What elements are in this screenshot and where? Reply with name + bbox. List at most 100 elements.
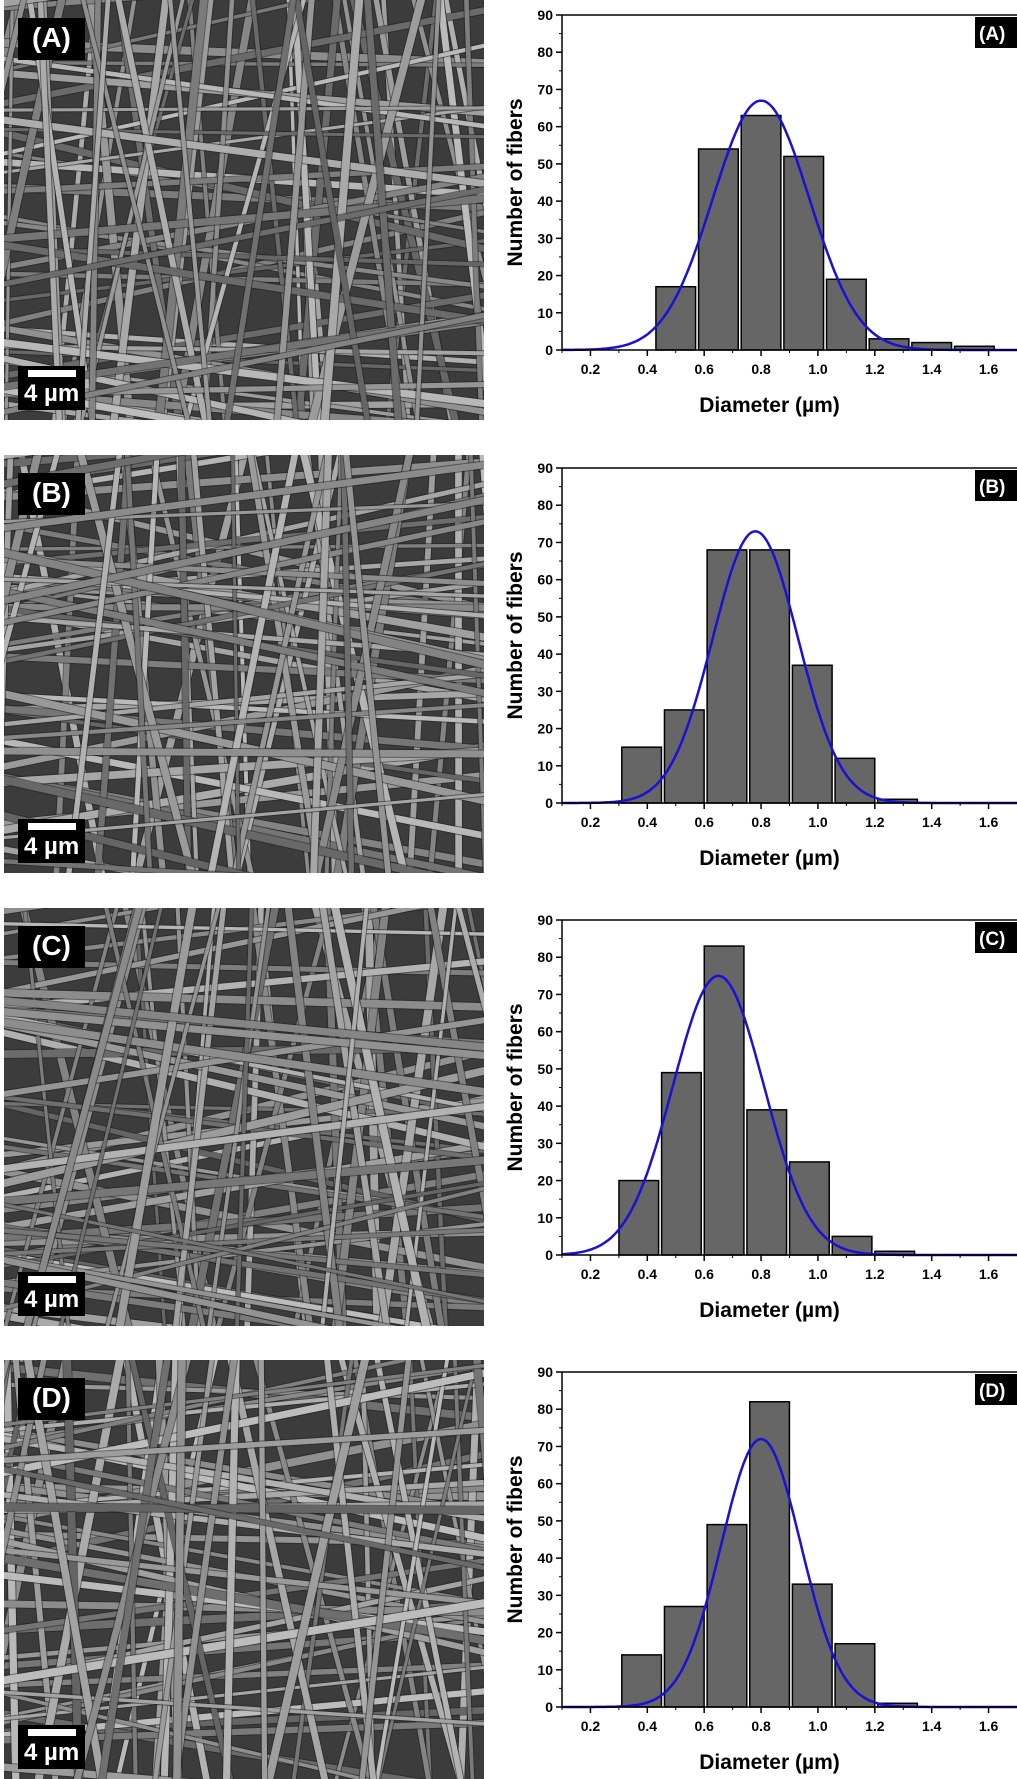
sem-image-d: (D) 4 µm <box>4 1360 484 1779</box>
fiber <box>291 1360 354 1779</box>
x-tick-label: 0.4 <box>638 361 658 377</box>
x-tick-label: 1.4 <box>922 814 942 830</box>
fiber <box>4 747 484 758</box>
y-tick-label: 50 <box>537 1061 553 1077</box>
panel-row-c: (C) 4 µm 0 10 20 30 40 50 60 70 80 90 0.2 0.4 0.6 0.8… <box>0 905 1017 1326</box>
histogram-bar <box>660 1071 703 1256</box>
x-tick-label: 1.2 <box>865 814 885 830</box>
fiber <box>4 455 148 468</box>
sem-fibers-c <box>4 908 484 1326</box>
fiber <box>4 548 484 669</box>
histogram-bar <box>749 1401 791 1708</box>
x-tick-label: 1.4 <box>922 361 942 377</box>
fiber <box>4 1763 190 1779</box>
x-tick-label: 1.4 <box>922 1718 942 1734</box>
scale-bar-label: 4 µm <box>24 833 80 860</box>
x-tick-label: 1.0 <box>808 361 828 377</box>
fiber <box>59 908 163 1326</box>
scale-bar: 4 µm <box>18 819 86 863</box>
fiber <box>4 1252 442 1326</box>
sem-fibers-b <box>4 455 484 873</box>
scale-bar-line <box>27 823 76 830</box>
fiber <box>473 1360 484 1479</box>
fiber <box>173 908 227 1326</box>
sem-image-b: (B) 4 µm <box>4 455 484 873</box>
chart-panel-label-bg <box>975 17 1017 48</box>
fiber <box>4 577 484 598</box>
fiber <box>4 1503 484 1515</box>
histogram-bar <box>703 945 745 1256</box>
histogram-bar <box>706 1523 748 1708</box>
scale-bar: 4 µm <box>18 1272 86 1316</box>
fiber <box>4 996 484 1051</box>
histogram-svg: 0 10 20 30 40 50 60 70 80 90 0.2 0.4 0.6 0.8 1.0 1.2 1.4… <box>504 7 1017 417</box>
histogram-c: 0 10 20 30 40 50 60 70 80 90 0.2 0.4 0.6 0.8 1.0 1.2 1.4… <box>500 905 1017 1325</box>
y-tick-label: 30 <box>537 1135 553 1151</box>
x-tick-label: 1.6 <box>979 361 999 377</box>
x-tick-label: 0.2 <box>581 361 601 377</box>
fiber <box>265 1360 370 1779</box>
fiber <box>75 0 111 420</box>
fiber <box>81 0 190 420</box>
x-tick-label: 1.2 <box>865 361 885 377</box>
fiber <box>4 922 484 936</box>
panel-row-b: (B) 4 µm 0 10 20 30 40 50 60 70 80 90 0.2 0.4 0.6 0.8… <box>0 453 1017 873</box>
fiber <box>172 1360 237 1779</box>
histogram-svg: 0 10 20 30 40 50 60 70 80 90 0.2 0.4 0.6 0.8 1.0 1.2 1.4… <box>504 460 1017 870</box>
scale-bar: 4 µm <box>18 366 86 410</box>
fiber <box>377 1360 478 1779</box>
fiber <box>4 1018 484 1096</box>
y-tick-label: 80 <box>537 949 553 965</box>
y-tick-label: 90 <box>537 7 553 23</box>
y-tick-label: 30 <box>537 1587 553 1603</box>
x-tick-label: 1.0 <box>808 1718 828 1734</box>
fiber <box>4 1156 484 1206</box>
y-axis-label: Number of fibers <box>504 551 527 719</box>
y-tick-label: 30 <box>537 683 553 699</box>
fiber <box>4 1255 398 1326</box>
fiber <box>4 56 484 129</box>
chart-panel-label: (C) <box>979 929 1005 950</box>
y-tick-label: 40 <box>537 646 553 662</box>
scale-bar-label: 4 µm <box>24 380 80 407</box>
y-tick-label: 60 <box>537 572 553 588</box>
fiber <box>4 989 484 1011</box>
sem-fibers-d <box>4 1360 484 1779</box>
fiber <box>4 1360 20 1779</box>
y-tick-label: 70 <box>537 534 553 550</box>
fiber <box>464 0 484 420</box>
x-tick-label: 0.6 <box>694 1266 714 1282</box>
fiber <box>341 455 355 873</box>
y-tick-label: 90 <box>537 1364 553 1380</box>
fiber <box>4 519 484 626</box>
x-tick-label: 1.2 <box>865 1266 885 1282</box>
x-tick-label: 0.4 <box>638 1718 658 1734</box>
x-tick-label: 1.4 <box>922 1266 942 1282</box>
fiber <box>320 0 364 420</box>
x-tick-label: 0.8 <box>751 1718 771 1734</box>
x-tick-label: 1.0 <box>808 814 828 830</box>
panel-row-d: (D) 4 µm 0 10 20 30 40 50 60 70 80 90 0.2 0.4 0.6 0.8… <box>0 1357 1017 1779</box>
y-tick-label: 0 <box>545 795 553 811</box>
fiber <box>224 0 296 420</box>
x-axis-label: Diameter (µm) <box>699 394 839 417</box>
histogram-bar <box>706 549 748 804</box>
x-tick-label: 1.6 <box>979 1266 999 1282</box>
histogram-bar <box>868 338 910 351</box>
histogram-bar <box>788 1161 830 1256</box>
fiber <box>4 455 182 488</box>
x-tick-label: 0.4 <box>638 1266 658 1282</box>
y-tick-label: 0 <box>545 1699 553 1715</box>
fiber <box>4 106 484 112</box>
histogram-bar <box>749 549 791 804</box>
scale-bar-label: 4 µm <box>24 1739 80 1766</box>
y-tick-label: 70 <box>537 986 553 1002</box>
histogram-svg: 0 10 20 30 40 50 60 70 80 90 0.2 0.4 0.6 0.8 1.0 1.2 1.4… <box>504 912 1017 1322</box>
y-axis-label: Number of fibers <box>504 1455 527 1623</box>
histogram-bar <box>825 278 867 351</box>
y-tick-label: 40 <box>537 1550 553 1566</box>
y-tick-label: 20 <box>537 721 553 737</box>
fiber <box>319 908 390 1326</box>
fiber <box>4 43 484 156</box>
fiber <box>4 1691 371 1779</box>
